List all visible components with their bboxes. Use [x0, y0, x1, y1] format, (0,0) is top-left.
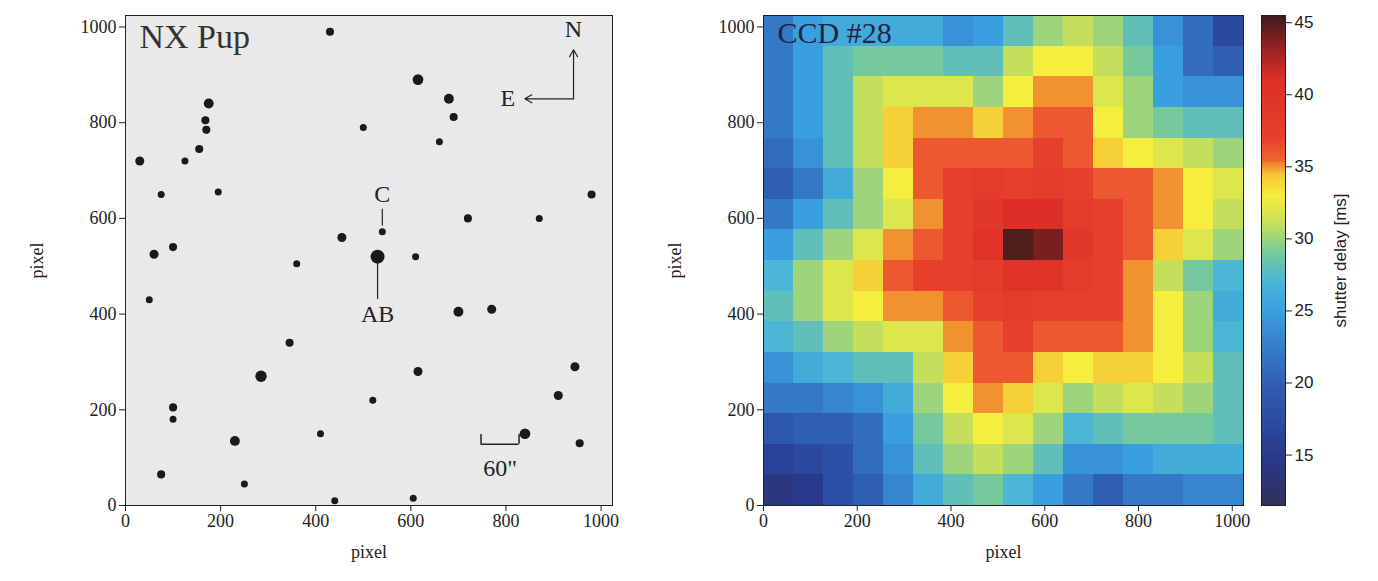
svg-text:400: 400: [938, 511, 965, 531]
svg-text:1000: 1000: [1214, 511, 1250, 531]
svg-text:0: 0: [746, 495, 755, 515]
svg-text:200: 200: [728, 400, 755, 420]
svg-text:600: 600: [728, 208, 755, 228]
svg-text:600: 600: [397, 511, 424, 531]
svg-text:shutter delay [ms]: shutter delay [ms]: [1331, 193, 1350, 327]
svg-text:N: N: [565, 16, 582, 42]
svg-text:25: 25: [1295, 301, 1314, 320]
svg-text:600: 600: [1031, 511, 1058, 531]
svg-text:40: 40: [1295, 85, 1314, 104]
svg-text:1000: 1000: [81, 17, 117, 37]
svg-text:C: C: [374, 181, 390, 207]
svg-text:400: 400: [728, 304, 755, 324]
svg-text:400: 400: [90, 304, 117, 324]
svg-text:0: 0: [121, 511, 130, 531]
svg-text:60": 60": [483, 455, 517, 481]
svg-text:200: 200: [207, 511, 234, 531]
svg-text:200: 200: [844, 511, 871, 531]
svg-text:0: 0: [108, 495, 117, 515]
svg-text:1000: 1000: [719, 17, 755, 37]
svg-text:15: 15: [1295, 445, 1314, 464]
svg-text:pixel: pixel: [665, 243, 685, 279]
svg-text:600: 600: [90, 208, 117, 228]
svg-text:20: 20: [1295, 373, 1314, 392]
svg-text:400: 400: [302, 511, 329, 531]
svg-text:800: 800: [492, 511, 519, 531]
svg-text:45: 45: [1295, 13, 1314, 32]
svg-text:35: 35: [1295, 157, 1314, 176]
svg-text:800: 800: [728, 112, 755, 132]
svg-text:CCD #28: CCD #28: [778, 16, 892, 49]
svg-text:NX Pup: NX Pup: [140, 18, 251, 55]
svg-text:pixel: pixel: [986, 542, 1022, 562]
svg-text:200: 200: [90, 400, 117, 420]
svg-text:AB: AB: [361, 301, 394, 327]
svg-text:pixel: pixel: [27, 243, 47, 279]
svg-text:1000: 1000: [583, 511, 619, 531]
svg-text:30: 30: [1295, 229, 1314, 248]
svg-text:pixel: pixel: [351, 542, 387, 562]
svg-text:E: E: [500, 85, 515, 111]
svg-text:800: 800: [1125, 511, 1152, 531]
svg-text:800: 800: [90, 112, 117, 132]
svg-text:0: 0: [759, 511, 768, 531]
